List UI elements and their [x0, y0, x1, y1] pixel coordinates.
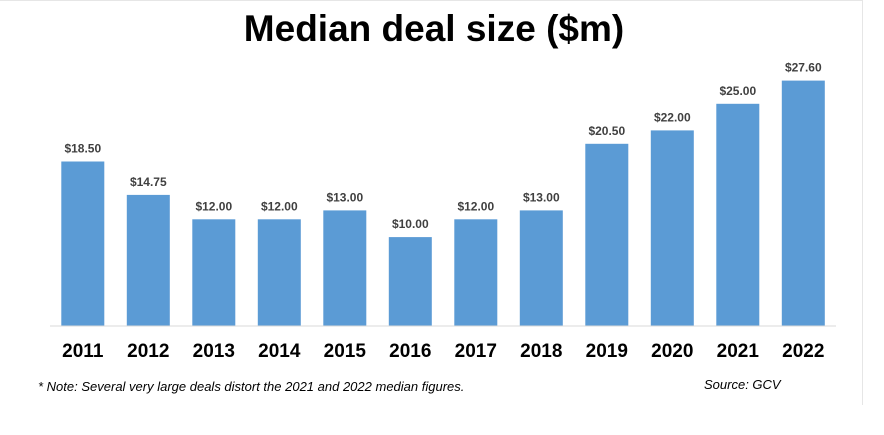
data-label-2011: $18.50 — [64, 142, 101, 156]
x-tick-label-2016: 2016 — [389, 341, 431, 362]
x-tick-labels-layer: 2011 2012 2013 2014 2015 2016 2017 2018 2019 2020… — [62, 341, 824, 362]
bars-layer — [61, 80, 825, 327]
x-tick-label-2021: 2021 — [717, 341, 760, 362]
data-label-2019: $20.50 — [588, 124, 625, 138]
x-tick-label-2011: 2011 — [62, 341, 104, 362]
bar-2018 — [519, 210, 563, 326]
bar-2013 — [192, 219, 236, 326]
chart-source: Source: GCV — [704, 377, 781, 392]
chart-note: * Note: Several very large deals distort… — [38, 379, 465, 394]
data-label-2013: $12.00 — [195, 199, 232, 213]
bar-2014 — [257, 219, 301, 326]
bar-2011 — [61, 161, 105, 326]
x-tick-label-2020: 2020 — [651, 341, 693, 362]
x-tick-label-2017: 2017 — [455, 341, 497, 362]
bar-2016 — [388, 237, 432, 326]
frame-top-border — [0, 0, 862, 1]
chart-title: Median deal size ($m) — [243, 8, 625, 49]
data-label-2020: $22.00 — [654, 110, 691, 124]
data-label-2015: $13.00 — [326, 190, 363, 204]
bar-2012 — [126, 194, 170, 326]
data-label-2017: $12.00 — [457, 199, 494, 213]
x-tick-label-2018: 2018 — [520, 341, 562, 362]
bar-2015 — [323, 210, 367, 326]
data-labels-layer: $18.50 $14.75 $12.00 $12.00 $13.00 $10.00 $12.… — [64, 61, 822, 232]
x-tick-label-2019: 2019 — [586, 341, 628, 362]
bar-2021 — [716, 103, 760, 327]
data-label-2016: $10.00 — [392, 217, 429, 231]
bar-2022 — [781, 80, 825, 326]
bar-2020 — [650, 130, 694, 326]
data-label-2018: $13.00 — [523, 190, 560, 204]
data-label-2012: $14.75 — [130, 175, 167, 189]
bar-2019 — [585, 143, 629, 326]
data-label-2021: $25.00 — [719, 84, 756, 98]
frame-right-border — [862, 0, 863, 405]
x-tick-label-2012: 2012 — [127, 341, 169, 362]
bar-2017 — [454, 219, 498, 326]
x-tick-label-2013: 2013 — [193, 341, 235, 362]
x-tick-label-2015: 2015 — [324, 341, 367, 362]
x-tick-label-2022: 2022 — [782, 341, 824, 362]
x-tick-label-2014: 2014 — [258, 341, 301, 362]
data-label-2014: $12.00 — [261, 199, 298, 213]
data-label-2022: $27.60 — [785, 61, 822, 75]
